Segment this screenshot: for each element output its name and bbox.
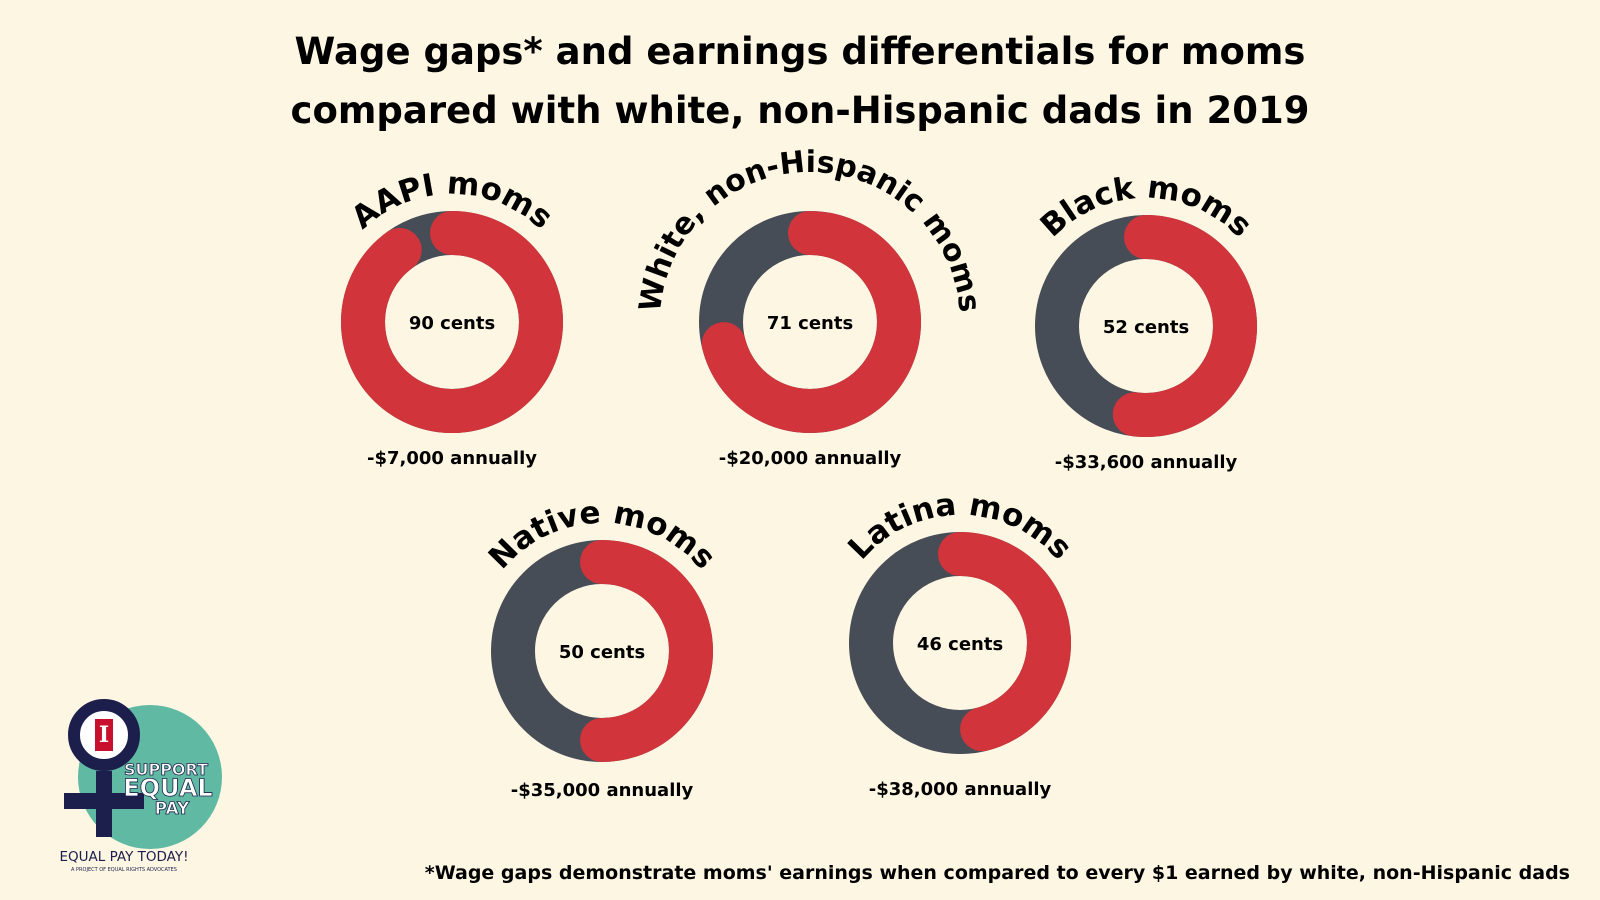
venus-cross xyxy=(64,793,144,809)
logo-mark: I xyxy=(99,722,109,748)
center-label: 46 cents xyxy=(917,634,1003,655)
footnote: *Wage gaps demonstrate moms' earnings wh… xyxy=(424,862,1570,884)
support-equal-pay-logo: I SUPPORT EQUAL PAY EQUAL PAY TODAY! A P… xyxy=(60,699,222,873)
earned-arc xyxy=(938,532,1071,752)
annual-label: -$35,000 annually xyxy=(511,780,694,801)
earned-arc xyxy=(341,211,563,433)
center-label: 90 cents xyxy=(409,313,495,334)
annual-label: -$7,000 annually xyxy=(367,448,537,469)
center-label: 50 cents xyxy=(559,642,645,663)
logo-text-pay: PAY xyxy=(155,799,190,819)
earned-arc xyxy=(701,211,921,433)
logo-subcaption: A PROJECT OF EQUAL RIGHTS ADVOCATES xyxy=(71,867,177,873)
logo-text-equal: EQUAL xyxy=(123,774,212,802)
logo-text-support: SUPPORT xyxy=(124,760,208,779)
annual-label: -$20,000 annually xyxy=(719,448,902,469)
center-label: 71 cents xyxy=(767,313,853,334)
earned-arc xyxy=(1112,215,1257,437)
earned-arc xyxy=(580,540,713,762)
title-line-2: compared with white, non-Hispanic dads i… xyxy=(290,89,1310,132)
annual-label: -$38,000 annually xyxy=(869,779,1052,800)
center-label: 52 cents xyxy=(1103,317,1189,338)
logo-mark-box xyxy=(95,719,113,751)
logo-caption: EQUAL PAY TODAY! xyxy=(60,849,189,865)
annual-label: -$33,600 annually xyxy=(1055,452,1238,473)
title-line-1: Wage gaps* and earnings differentials fo… xyxy=(294,30,1306,73)
page-title: Wage gaps* and earnings differentials fo… xyxy=(0,22,1600,140)
